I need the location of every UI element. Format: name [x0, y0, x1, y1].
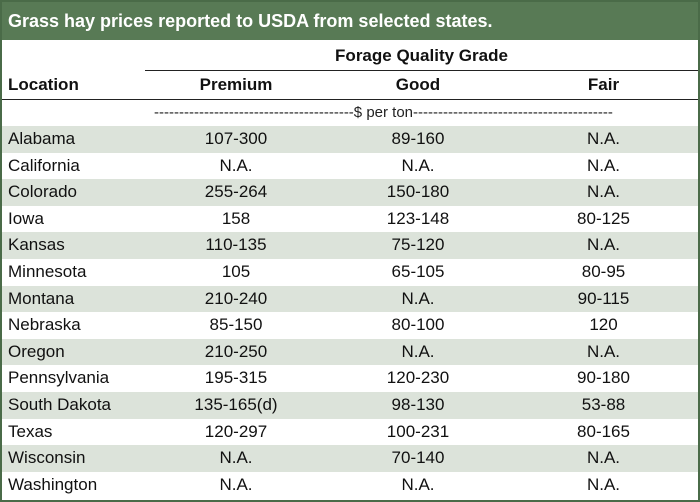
premium-cell: 110-135: [205, 235, 267, 255]
location-cell: Washington: [8, 474, 98, 494]
fair-cell: 80-125: [577, 208, 630, 228]
fair-cell: N.A.: [586, 341, 621, 361]
table-row: Kansas 110-135 75-120 N.A.: [2, 232, 698, 259]
fair-cell: N.A.: [586, 474, 621, 494]
good-cell: 123-148: [386, 208, 450, 228]
premium-column-header: Premium: [199, 75, 273, 94]
good-column-header: Good: [395, 75, 441, 94]
good-cell: 150-180: [386, 182, 450, 202]
good-cell: N.A.: [401, 288, 435, 308]
table-row: Washington N.A. N.A. N.A.: [2, 472, 698, 499]
good-cell: N.A.: [401, 341, 435, 361]
premium-cell: 210-240: [204, 288, 268, 308]
premium-cell: N.A.: [219, 448, 253, 468]
group-divider: [145, 70, 698, 71]
location-cell: Alabama: [8, 129, 76, 148]
premium-cell: 255-264: [204, 182, 268, 202]
location-cell: Kansas: [8, 235, 65, 255]
good-cell: 65-105: [391, 261, 445, 281]
location-cell: Montana: [8, 288, 75, 308]
location-cell: South Dakota: [8, 394, 112, 414]
premium-cell: 85-150: [209, 315, 263, 335]
table-row: Nebraska 85-150 80-100 120: [2, 312, 698, 339]
good-cell: 75-120: [391, 235, 445, 255]
good-cell: 120-230: [386, 368, 450, 388]
premium-cell: 210-250: [204, 341, 268, 361]
fair-cell: N.A.: [586, 129, 621, 148]
table-row: Oregon 210-250 N.A. N.A.: [2, 338, 698, 366]
fair-column-header: Fair: [587, 75, 620, 94]
good-cell: N.A.: [401, 155, 435, 175]
units-label: ----------------------------------------…: [154, 104, 613, 121]
fair-cell: N.A.: [586, 155, 621, 175]
fair-cell: 90-115: [577, 288, 630, 308]
location-cell: Iowa: [8, 208, 44, 228]
good-cell: 89-160: [391, 129, 445, 148]
table-header: Forage Quality Grade Location Premium Go…: [2, 40, 698, 100]
location-cell: California: [8, 155, 80, 175]
good-cell: 80-100: [391, 315, 445, 335]
group-header: Forage Quality Grade: [335, 46, 508, 65]
premium-cell: 120-297: [204, 421, 268, 441]
header-divider: [2, 99, 698, 100]
table-row: California N.A. N.A. N.A.: [2, 153, 698, 180]
premium-cell: 135-165(d): [194, 394, 278, 414]
fair-cell: N.A.: [586, 448, 621, 468]
good-cell: 98-130: [391, 394, 445, 414]
table-row: Iowa 158 123-148 80-125: [2, 206, 698, 233]
location-column-header: Location: [8, 75, 79, 94]
fair-cell: 120: [589, 315, 618, 335]
premium-cell: N.A.: [219, 155, 253, 175]
location-cell: Nebraska: [8, 315, 81, 335]
good-cell: 70-140: [391, 448, 445, 468]
location-cell: Colorado: [8, 182, 77, 202]
fair-cell: N.A.: [586, 182, 621, 202]
fair-cell: 80-95: [581, 261, 626, 281]
table-row: Wisconsin N.A. 70-140 N.A.: [2, 445, 698, 472]
fair-cell: 90-180: [577, 368, 630, 388]
table-row: Minnesota 105 65-105 80-95: [2, 259, 698, 286]
table-row: South Dakota 135-165(d) 98-130 53-88: [2, 391, 698, 419]
location-cell: Pennsylvania: [8, 368, 110, 388]
premium-cell: 195-315: [204, 368, 268, 388]
location-cell: Minnesota: [8, 261, 87, 281]
location-cell: Oregon: [8, 341, 65, 361]
good-cell: N.A.: [401, 474, 435, 494]
location-cell: Texas: [8, 421, 53, 441]
fair-cell: N.A.: [586, 235, 621, 255]
fair-cell: 80-165: [577, 421, 630, 441]
location-cell: Wisconsin: [8, 448, 86, 468]
table-row: Colorado 255-264 150-180 N.A.: [2, 179, 698, 206]
good-cell: 100-231: [386, 421, 450, 441]
table-row: Texas 120-297 100-231 80-165: [2, 419, 698, 446]
table-row: Alabama 107-300 89-160 N.A.: [2, 126, 698, 153]
premium-cell: 107-300: [204, 129, 268, 148]
premium-cell: 105: [221, 261, 251, 281]
table-body: Alabama 107-300 89-160 N.A. California N.A. N.…: [2, 126, 698, 498]
premium-cell: N.A.: [219, 474, 253, 494]
table-row: Pennsylvania 195-315 120-230 90-180: [2, 365, 698, 392]
premium-cell: 158: [221, 208, 251, 228]
table-row: Montana 210-240 N.A. 90-115: [2, 285, 698, 313]
fair-cell: 53-88: [581, 394, 626, 414]
table-title: Grass hay prices reported to USDA from s…: [2, 2, 698, 40]
